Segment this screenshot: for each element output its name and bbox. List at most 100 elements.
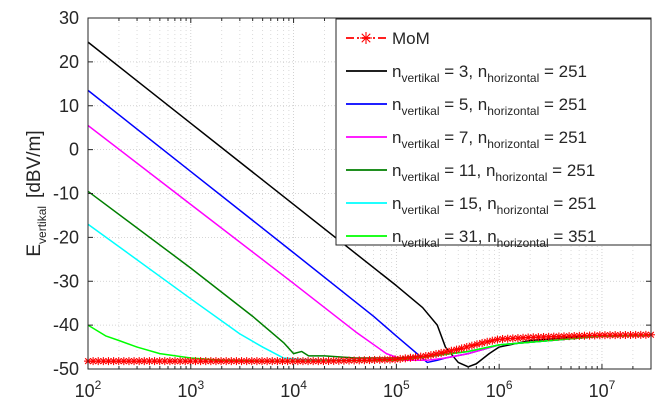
y-tick-label: -50 xyxy=(53,359,79,379)
x-tick-label: 105 xyxy=(383,378,410,401)
legend-item: nvertikal = 3, nhorizontal = 251 xyxy=(346,62,587,85)
mom-marker xyxy=(119,357,128,366)
mom-marker xyxy=(590,331,599,340)
legend-label-text: n xyxy=(392,62,401,81)
y-tick-label: 20 xyxy=(59,52,79,72)
y-axis-label-unit: [dBV/m] xyxy=(24,130,45,198)
mom-marker xyxy=(498,334,507,343)
x-tick-label-base: 10 xyxy=(177,381,197,401)
mom-marker xyxy=(616,331,625,340)
legend-label: MoM xyxy=(392,29,430,48)
legend-label-text: = 251 xyxy=(539,95,587,114)
y-tick-label: 0 xyxy=(69,140,79,160)
mom-marker xyxy=(360,32,372,44)
grid xyxy=(87,17,652,370)
legend-label-text: n xyxy=(392,194,401,213)
legend-item: nvertikal = 11, nhorizontal = 251 xyxy=(346,161,595,184)
x-tick-label-base: 10 xyxy=(75,381,95,401)
mom-marker xyxy=(437,348,446,357)
legend-label-text: = 351 xyxy=(549,227,597,246)
mom-marker xyxy=(467,341,476,350)
mom-marker xyxy=(426,351,435,360)
mom-marker xyxy=(401,354,410,363)
mom-marker xyxy=(273,357,282,366)
legend-label-subscript: horizontal xyxy=(497,203,549,217)
mom-marker xyxy=(242,357,251,366)
mom-marker xyxy=(406,353,415,362)
legend-label: nvertikal = 7, nhorizontal = 251 xyxy=(392,128,587,151)
legend-label-text: = 31, n xyxy=(439,227,496,246)
x-tick-label: 104 xyxy=(280,378,307,401)
x-tick-label: 106 xyxy=(486,378,513,401)
x-tick-label-base: 10 xyxy=(383,381,403,401)
mom-marker xyxy=(94,357,103,366)
mom-marker xyxy=(462,343,471,352)
mom-marker xyxy=(554,332,563,341)
y-tick-label: -40 xyxy=(53,315,79,335)
legend-label-subscript: vertikal xyxy=(401,203,439,217)
legend-label-subscript: horizontal xyxy=(487,137,539,151)
legend-item: nvertikal = 5, nhorizontal = 251 xyxy=(346,95,587,118)
legend-label-text: = 251 xyxy=(547,161,595,180)
legend-label-subscript: vertikal xyxy=(401,71,439,85)
x-tick-label-exponent: 6 xyxy=(506,378,513,392)
legend-label-text: = 5, n xyxy=(439,95,487,114)
legend-label-text: = 11, n xyxy=(439,161,495,180)
legend-label-subscript: horizontal xyxy=(487,71,539,85)
x-tick-label-base: 10 xyxy=(280,381,300,401)
mom-marker xyxy=(360,356,369,365)
mom-marker xyxy=(611,331,620,340)
x-tick-label-exponent: 7 xyxy=(609,378,616,392)
legend-label-subscript: vertikal xyxy=(401,137,439,151)
y-axis-label-main: E xyxy=(24,244,45,257)
y-tick-label: 10 xyxy=(59,96,79,116)
y-tick-label: -20 xyxy=(53,227,79,247)
y-axis-label-sub: vertikal xyxy=(35,206,49,244)
mom-marker xyxy=(488,336,497,345)
mom-marker xyxy=(227,357,236,366)
legend-label-subscript: vertikal xyxy=(401,236,439,250)
legend-label-text: n xyxy=(392,161,401,180)
mom-marker xyxy=(211,357,220,366)
mom-marker xyxy=(396,354,405,363)
y-tick-labels: 30 20 10 0 -10 -20 -30 -40 -50 xyxy=(53,8,79,379)
legend-label-text: = 15, n xyxy=(439,194,496,213)
legend-label: nvertikal = 15, nhorizontal = 251 xyxy=(392,194,596,217)
legend-label: nvertikal = 11, nhorizontal = 251 xyxy=(392,161,595,184)
mom-marker xyxy=(222,357,231,366)
mom-marker xyxy=(135,357,144,366)
x-tick-label: 103 xyxy=(177,378,204,401)
mom-marker xyxy=(432,349,441,358)
mom-marker xyxy=(513,334,522,343)
legend-label-text: MoM xyxy=(392,29,430,48)
x-tick-label: 102 xyxy=(75,378,102,401)
mom-marker xyxy=(186,357,195,366)
mom-marker xyxy=(104,357,113,366)
mom-marker xyxy=(309,357,318,366)
legend-item: nvertikal = 15, nhorizontal = 251 xyxy=(346,194,596,217)
legend-label: nvertikal = 31, nhorizontal = 351 xyxy=(392,227,596,250)
legend-label-subscript: vertikal xyxy=(401,170,439,184)
legend-label-text: = 7, n xyxy=(439,128,487,147)
legend-label-text: = 251 xyxy=(539,128,587,147)
series-layer xyxy=(84,41,655,368)
mom-marker xyxy=(447,346,456,355)
mom-marker xyxy=(391,355,400,364)
mom-marker xyxy=(355,356,364,365)
x-tick-label-exponent: 3 xyxy=(197,378,204,392)
mom-marker xyxy=(442,347,451,356)
x-tick-label-base: 10 xyxy=(486,381,506,401)
legend-label-subscript: vertikal xyxy=(401,104,439,118)
mom-marker xyxy=(176,357,185,366)
legend-label-subscript: horizontal xyxy=(497,236,549,250)
mom-marker xyxy=(416,352,425,361)
y-axis-label: Evertikal [dBV/m] xyxy=(24,130,49,256)
legend-label-text: = 3, n xyxy=(439,62,487,81)
mom-marker xyxy=(421,352,430,361)
mom-marker xyxy=(160,357,169,366)
x-tick-label-base: 10 xyxy=(589,381,609,401)
legend-label-subscript: horizontal xyxy=(487,104,539,118)
legend-item: MoM xyxy=(346,29,430,48)
y-tick-label: -30 xyxy=(53,271,79,291)
